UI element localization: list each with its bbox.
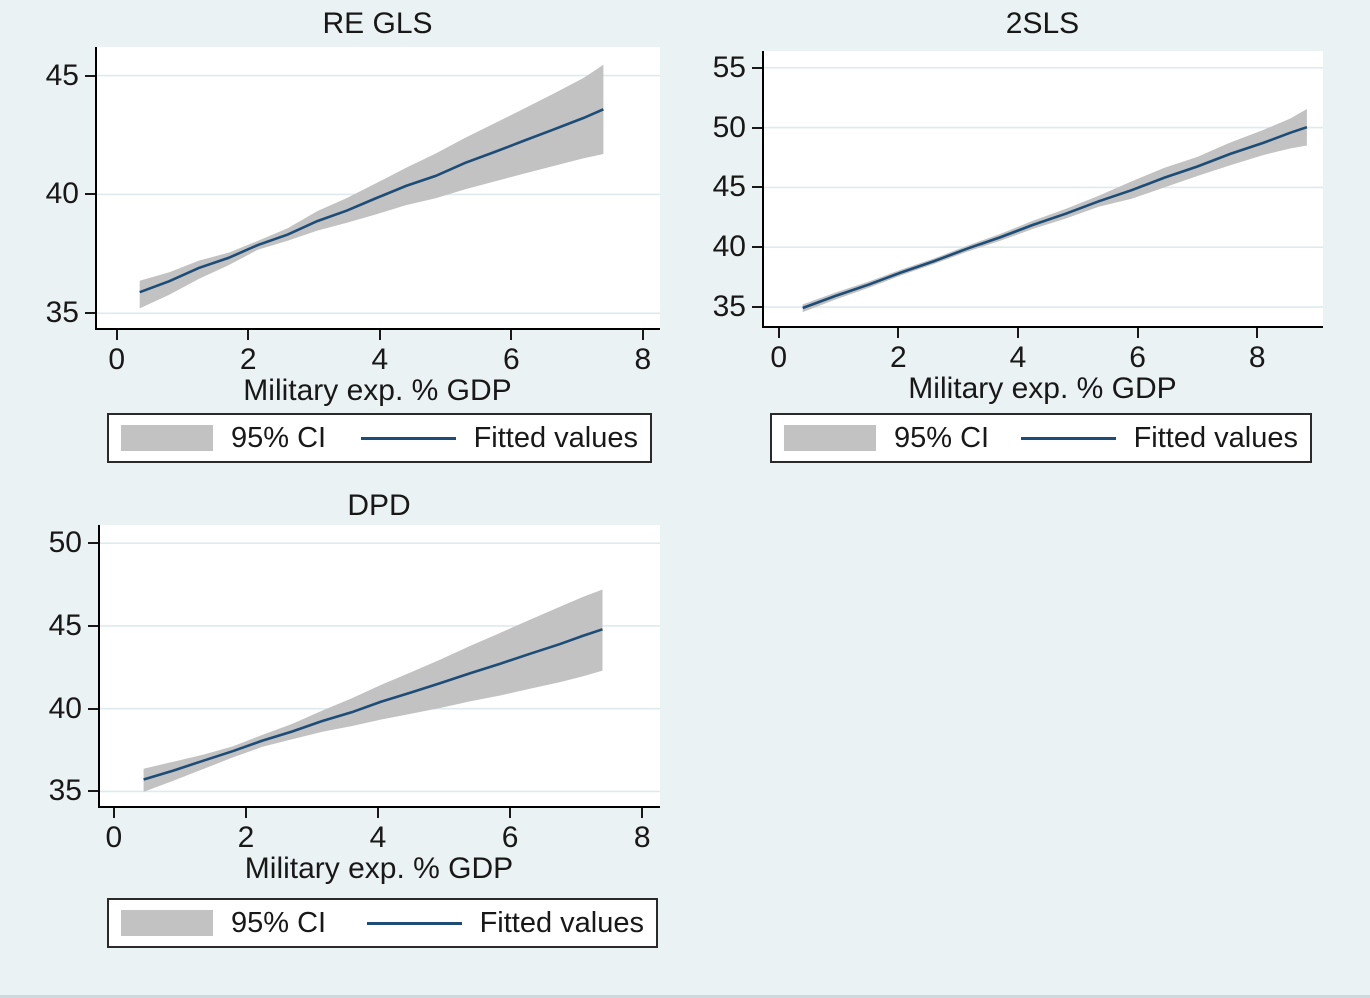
- y-tick-mark: [88, 542, 98, 545]
- x-tick-label: 2: [890, 341, 907, 374]
- chart-title: DPD: [347, 489, 411, 522]
- y-axis-line: [95, 47, 97, 330]
- y-tick-label: 35: [48, 774, 82, 808]
- y-axis-line: [762, 51, 764, 328]
- x-tick-label: 8: [634, 343, 652, 376]
- y-axis-line: [98, 525, 100, 808]
- y-tick-mark: [752, 126, 762, 129]
- x-tick-mark: [777, 328, 780, 338]
- y-tick-label: 45: [712, 170, 746, 204]
- ci-band: [802, 109, 1307, 313]
- x-tick-label: 6: [1129, 341, 1146, 374]
- plot-area: [95, 47, 660, 330]
- x-axis-label: Military exp. % GDP: [243, 374, 512, 407]
- x-tick-mark: [1256, 328, 1259, 338]
- x-tick-label: 8: [633, 821, 651, 854]
- plot-area: [762, 51, 1323, 328]
- y-tick-mark: [752, 186, 762, 189]
- x-tick-label: 2: [239, 343, 257, 376]
- x-tick-label: 0: [105, 821, 123, 854]
- legend: 95% CI Fitted values: [107, 413, 652, 463]
- ci-band-swatch: [121, 425, 213, 451]
- y-tick-mark: [85, 193, 95, 196]
- ci-band: [143, 589, 603, 792]
- chart-canvas: [95, 47, 660, 330]
- chart-title: 2SLS: [1005, 7, 1080, 40]
- y-tick-mark: [752, 246, 762, 249]
- x-tick-label: 4: [369, 821, 387, 854]
- fitted-line: [139, 108, 604, 294]
- legend-fit-label: Fitted values: [1133, 421, 1298, 454]
- legend-fit-label: Fitted values: [473, 421, 638, 454]
- legend-fit-label: Fitted values: [479, 906, 644, 939]
- x-tick-mark: [510, 330, 513, 340]
- x-tick-label: 6: [503, 343, 520, 376]
- x-tick-mark: [897, 328, 900, 338]
- y-tick-mark: [88, 790, 98, 793]
- x-tick-label: 2: [237, 821, 255, 854]
- legend: 95% CI Fitted values: [770, 413, 1312, 463]
- x-axis-label: Military exp. % GDP: [908, 372, 1177, 405]
- x-tick-label: 8: [1248, 341, 1266, 374]
- x-tick-mark: [244, 808, 247, 818]
- x-tick-label: 0: [108, 343, 126, 376]
- chart-canvas: [762, 51, 1323, 328]
- x-tick-mark: [1136, 328, 1139, 338]
- y-tick-mark: [88, 707, 98, 710]
- bottom-edge-shadow: [0, 995, 1370, 998]
- ci-band-swatch: [121, 910, 213, 936]
- legend-ci-label: 95% CI: [231, 421, 327, 454]
- panel-2sls: 2SLS Military exp. % GDP 95% CI Fitted v…: [685, 0, 1370, 475]
- panel-re-gls: RE GLS Military exp. % GDP 95% CI Fitted…: [0, 0, 685, 475]
- plot-area: [98, 525, 660, 808]
- y-tick-label: 50: [48, 526, 82, 560]
- y-tick-label: 40: [712, 230, 746, 264]
- x-tick-mark: [247, 330, 250, 340]
- y-tick-label: 55: [712, 50, 746, 84]
- legend: 95% CI Fitted values: [107, 898, 658, 948]
- x-tick-label: 0: [770, 341, 788, 374]
- x-tick-mark: [115, 330, 118, 340]
- legend-ci-label: 95% CI: [231, 906, 327, 939]
- y-tick-label: 35: [45, 296, 79, 330]
- y-tick-mark: [85, 74, 95, 77]
- x-tick-mark: [377, 808, 379, 818]
- legend-ci-label: 95% CI: [894, 421, 990, 454]
- y-tick-label: 40: [45, 177, 79, 211]
- x-axis-label: Military exp. % GDP: [244, 852, 514, 885]
- x-tick-label: 4: [1009, 341, 1027, 374]
- fitted-line-sample: [366, 921, 462, 925]
- fitted-line-sample: [1020, 436, 1116, 440]
- x-tick-mark: [509, 808, 512, 818]
- y-tick-label: 50: [712, 110, 746, 144]
- x-tick-mark: [641, 330, 644, 340]
- x-axis-line: [95, 328, 660, 330]
- fitted-line-sample: [360, 436, 456, 440]
- y-tick-mark: [88, 624, 98, 627]
- ci-band: [139, 64, 604, 309]
- panel-dpd: DPD Military exp. % GDP 95% CI Fitted va…: [0, 480, 685, 955]
- y-tick-label: 35: [712, 290, 746, 324]
- x-tick-label: 6: [501, 821, 519, 854]
- chart-title: RE GLS: [322, 7, 433, 40]
- x-tick-label: 4: [371, 343, 389, 376]
- x-tick-mark: [378, 330, 381, 340]
- fitted-line: [143, 628, 603, 781]
- x-tick-mark: [1016, 328, 1019, 338]
- y-tick-mark: [752, 66, 762, 69]
- y-tick-mark: [85, 312, 95, 315]
- x-axis-line: [762, 326, 1323, 328]
- chart-canvas: [98, 525, 660, 808]
- y-tick-label: 45: [45, 58, 79, 92]
- y-tick-mark: [752, 306, 762, 309]
- x-tick-mark: [112, 808, 115, 818]
- y-tick-label: 45: [48, 608, 82, 642]
- x-tick-mark: [641, 808, 644, 818]
- x-axis-line: [98, 806, 660, 808]
- fitted-line: [802, 125, 1308, 310]
- y-tick-label: 40: [48, 691, 82, 725]
- ci-band-swatch: [784, 425, 876, 451]
